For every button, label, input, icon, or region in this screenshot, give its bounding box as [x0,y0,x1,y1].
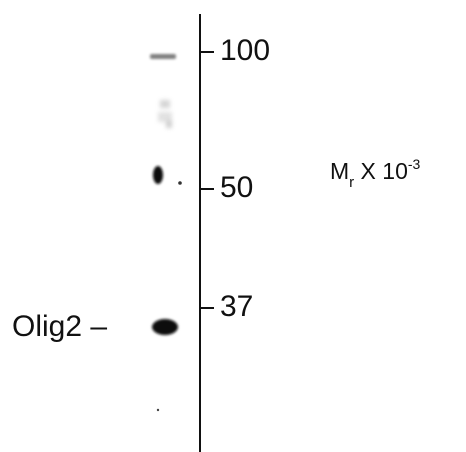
marker-label-37: 37 [220,290,254,323]
mw-axis [199,14,214,452]
molecular-weight-units: Mr X 10-3 [330,157,420,190]
band-label-olig2: Olig2 – [12,310,108,343]
speck-lower [156,408,160,412]
lane-bands [150,54,182,412]
faint-band-100 [150,54,176,59]
dark-spot-upper [153,166,163,184]
units-superscript: -3 [407,156,421,172]
marker-label-100: 100 [220,34,271,67]
units-middle: X 10 [354,158,408,184]
units-subscript: r [349,174,355,191]
olig2-band [152,319,178,335]
units-prefix: M [330,158,350,184]
marker-label-50: 50 [220,171,254,204]
faint-smear [158,100,172,128]
small-speck [178,181,182,185]
